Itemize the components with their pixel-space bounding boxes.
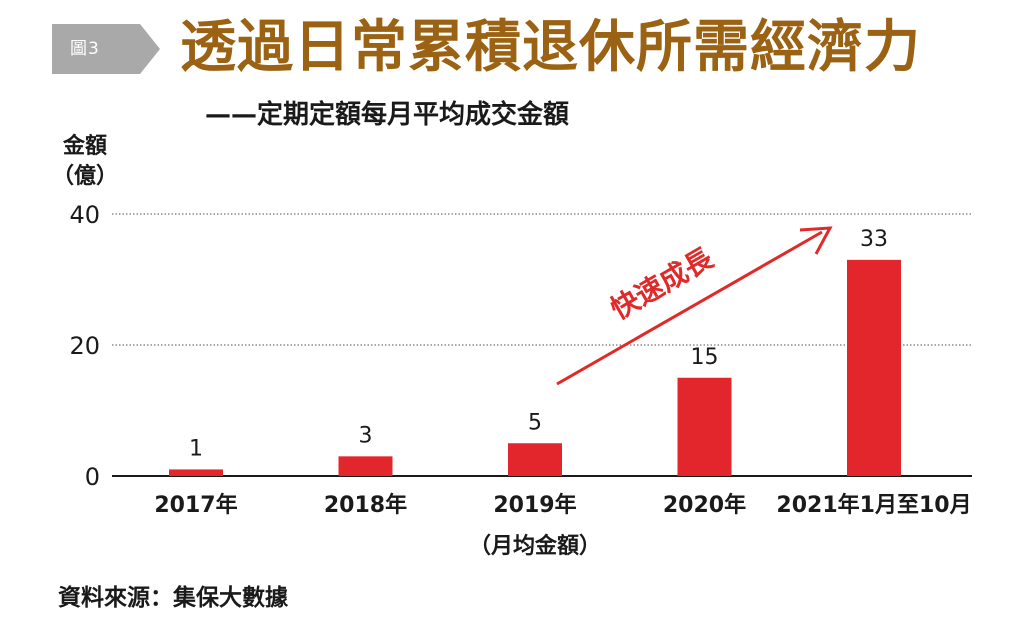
category-label-0: 2017年 [154,492,237,518]
figure-tag-shape [52,24,160,74]
bar-4 [847,259,901,476]
y-axis-label-line2: （億） [51,164,118,189]
y-axis-label-line1: 金額 [62,134,107,159]
bar-1 [338,456,393,476]
y-tick-label-0: 0 [85,463,100,491]
growth-arrow-head [799,226,833,255]
y-tick-labels: 0 20 40 [69,201,100,491]
value-label-4: 33 [860,227,888,252]
value-labels: 1 3 5 15 33 [189,227,888,462]
y-axis-label: 金額 （億） [40,132,130,192]
y-tick-label-40: 40 [69,201,100,229]
chart-title: 透過日常累積退休所需經濟力 [180,14,921,80]
value-label-2: 5 [528,410,542,435]
chart-subtitle: ——定期定額每月平均成交金額 [205,100,570,130]
bars [169,259,901,476]
grid-lines [112,213,972,477]
bar-3 [677,377,732,476]
bar-2 [508,443,562,476]
category-label-3: 2020年 [663,492,746,518]
growth-arrow-shaft [556,230,823,386]
y-tick-label-20: 20 [69,332,100,360]
source-note: 資料來源：集保大數據 [58,585,288,611]
bar-0 [169,469,223,476]
category-label-1: 2018年 [324,492,407,518]
value-label-0: 1 [189,436,203,461]
figure-tag-label: 圖3 [70,39,100,59]
value-label-3: 15 [691,345,719,370]
growth-annotation-label: 快速成長 [605,241,719,326]
category-label-2: 2019年 [493,492,576,518]
category-label-4: 2021年1月至10月 [776,492,971,518]
category-labels: 2017年 2018年 2019年 （月均金額） 2020年 2021年1月至10月 [154,492,971,559]
value-label-1: 3 [359,423,373,448]
category-sublabel-2: （月均金額） [469,533,601,559]
